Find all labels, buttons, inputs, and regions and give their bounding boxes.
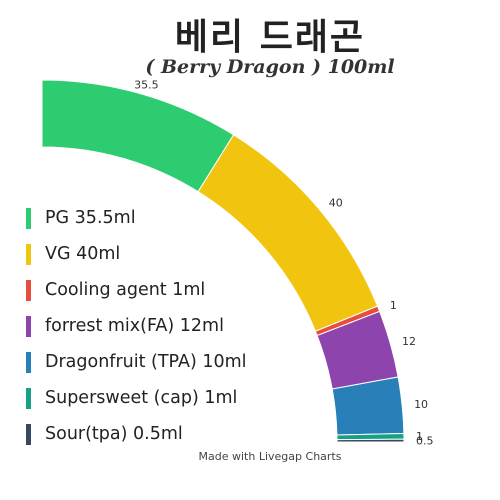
legend-item[interactable]: forrest mix(FA) 12ml — [26, 308, 247, 344]
legend-label: VG 40ml — [45, 244, 121, 264]
legend-swatch — [26, 207, 31, 229]
slice-6[interactable] — [336, 438, 405, 443]
legend-item[interactable]: Sour(tpa) 0.5ml — [26, 416, 247, 452]
legend-swatch — [26, 387, 31, 409]
data-label-5: 1 — [416, 430, 423, 443]
legend-swatch — [26, 243, 31, 265]
legend-item[interactable]: Cooling agent 1ml — [26, 272, 247, 308]
legend-swatch — [26, 423, 31, 445]
credit-text: Made with Livegap Charts — [198, 450, 342, 463]
legend-label: Dragonfruit (TPA) 10ml — [45, 352, 247, 372]
legend-label: Supersweet (cap) 1ml — [45, 388, 238, 408]
slice-0[interactable] — [41, 79, 235, 193]
legend-label: Cooling agent 1ml — [45, 280, 206, 300]
legend-item[interactable]: PG 35.5ml — [26, 200, 247, 236]
data-label-3: 12 — [402, 335, 416, 348]
data-label-6: 0.5 — [416, 435, 434, 448]
legend-item[interactable]: VG 40ml — [26, 236, 247, 272]
data-label-0: 35.5 — [134, 78, 159, 91]
chart-subtitle: ( Berry Dragon ) 100ml — [145, 56, 395, 78]
legend-item[interactable]: Supersweet (cap) 1ml — [26, 380, 247, 416]
chart-title: 베리 드래곤 — [174, 17, 366, 58]
legend-swatch — [26, 315, 31, 337]
legend-item[interactable]: Dragonfruit (TPA) 10ml — [26, 344, 247, 380]
data-label-4: 10 — [414, 398, 428, 411]
data-label-1: 40 — [329, 197, 343, 210]
chart-legend: PG 35.5ml VG 40ml Cooling agent 1ml forrest… — [26, 200, 247, 452]
legend-label: forrest mix(FA) 12ml — [45, 316, 224, 336]
data-label-2: 1 — [390, 299, 397, 312]
legend-label: Sour(tpa) 0.5ml — [45, 424, 183, 444]
legend-swatch — [26, 351, 31, 373]
legend-label: PG 35.5ml — [45, 208, 136, 228]
legend-swatch — [26, 279, 31, 301]
